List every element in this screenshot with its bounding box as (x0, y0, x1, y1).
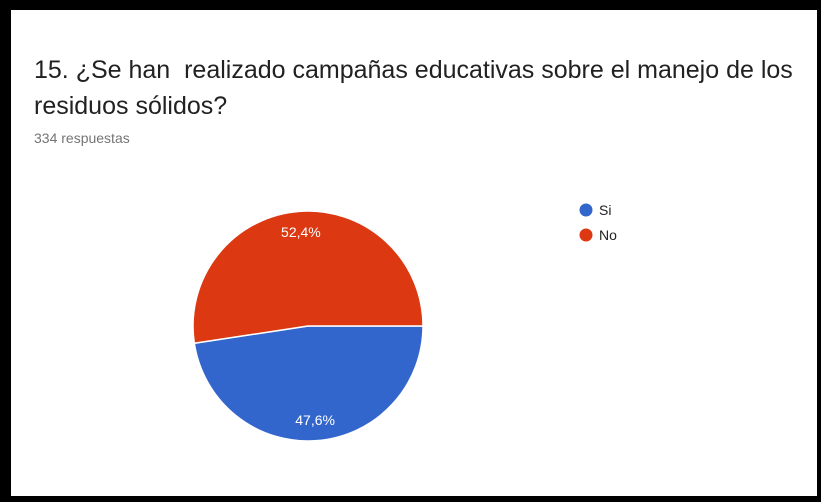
slice-label-si: 47,6% (295, 412, 335, 428)
pie-slice-si[interactable] (193, 325, 424, 442)
pie-slice-no[interactable] (192, 210, 424, 345)
legend-marker-no (579, 228, 593, 242)
legend-label-no[interactable]: No (599, 227, 617, 243)
legend-label-si[interactable]: Si (599, 202, 611, 218)
slice-label-no: 52,4% (281, 224, 321, 240)
question-title: 15. ¿Se han realizado campañas educativa… (34, 56, 800, 120)
legend-marker-si (579, 203, 593, 217)
pie-slices (192, 210, 424, 442)
pie-slice-labels: 47,6% 52,4% (281, 224, 335, 428)
response-count: 334 respuestas (34, 130, 130, 146)
chart-legend: Si No (579, 202, 617, 243)
